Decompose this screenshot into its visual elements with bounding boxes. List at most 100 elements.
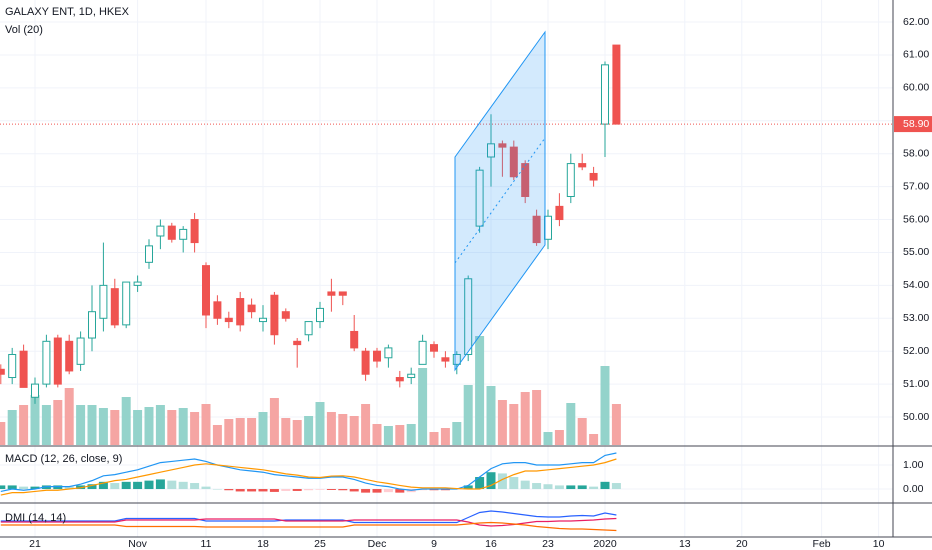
candle-body	[384, 347, 393, 359]
macd-histogram-bar	[611, 483, 621, 490]
candle-body	[509, 146, 518, 178]
candle-body	[544, 215, 552, 240]
candle-body	[133, 281, 142, 286]
x-tick-label: Nov	[128, 538, 147, 550]
volume-bar	[440, 428, 450, 445]
candle-body	[236, 298, 245, 326]
macd-histogram-bar	[19, 486, 29, 490]
candle-body	[304, 321, 313, 336]
volume-bar	[315, 402, 325, 445]
y-tick-label: 55.00	[903, 246, 929, 258]
volume-bar	[247, 418, 257, 445]
candle-body	[259, 317, 267, 323]
candle-body	[179, 228, 188, 240]
candle-body	[224, 317, 233, 323]
candle-body	[498, 143, 507, 148]
macd-histogram-bar	[110, 483, 120, 490]
candle-body	[373, 350, 381, 362]
candle-body	[0, 368, 5, 375]
macd-histogram-bar	[383, 489, 393, 493]
volume-bar	[463, 385, 473, 445]
macd-histogram-bar	[121, 481, 131, 490]
macd-histogram-bar	[577, 485, 587, 490]
candle-body	[441, 357, 450, 362]
macd-histogram-bar	[98, 481, 108, 490]
volume-bar	[532, 390, 542, 445]
x-tick-label: 10	[873, 538, 885, 550]
candle-body	[361, 350, 370, 375]
x-tick-label: 21	[29, 538, 41, 550]
volume-bar	[418, 368, 428, 445]
volume-bar	[349, 416, 359, 445]
candle-body	[316, 307, 324, 323]
macd-histogram-bar	[486, 472, 496, 490]
volume-bar	[554, 430, 564, 445]
macd-histogram-bar	[338, 489, 348, 491]
macd-histogram-bar	[133, 481, 143, 490]
candle-body	[31, 383, 39, 398]
y-tick-label: 50.00	[903, 411, 929, 423]
volume-bar	[110, 410, 120, 445]
macd-histogram-bar	[212, 489, 222, 490]
volume-bar	[53, 400, 63, 445]
volume-bar	[475, 336, 485, 445]
candle-body	[395, 377, 404, 382]
volume-bar	[292, 420, 302, 445]
candle-body	[350, 330, 359, 349]
candle-body	[452, 353, 461, 365]
macd-histogram-bar	[532, 483, 542, 490]
candle-body	[464, 278, 473, 355]
candle-body	[407, 373, 416, 379]
macd-histogram-bar	[53, 485, 63, 490]
volume-bar	[7, 410, 17, 445]
macd-histogram-bar	[281, 489, 291, 491]
candle-body	[532, 215, 541, 244]
candle-body	[167, 225, 176, 240]
macd-histogram-bar	[304, 489, 314, 491]
macd-histogram-bar	[600, 481, 610, 490]
candle-body	[213, 301, 222, 319]
volume-bar	[201, 404, 211, 445]
macd-histogram-bar	[475, 477, 485, 490]
volume-bar	[577, 418, 587, 445]
candle-body	[88, 311, 96, 339]
volume-bar	[167, 410, 177, 445]
candle-body	[555, 205, 564, 221]
volume-bar	[269, 398, 279, 445]
y-tick-label: 54.00	[903, 279, 929, 291]
macd-histogram-bar	[167, 480, 177, 490]
macd-histogram-bar	[566, 485, 576, 490]
candle-body	[521, 163, 530, 197]
candle-body	[8, 353, 17, 379]
macd-histogram-bar	[292, 489, 302, 491]
marks	[0, 44, 893, 532]
y-tick-label: 53.00	[903, 312, 929, 324]
y-tick-label: 1.00	[903, 459, 924, 471]
volume-bar	[589, 434, 599, 445]
volume-bar	[212, 425, 222, 445]
macd-histogram-bar	[497, 473, 507, 490]
volume-bar	[509, 404, 519, 445]
volume-bar	[98, 408, 108, 445]
macd-histogram-bar	[190, 483, 200, 490]
y-tick-label: 62.00	[903, 16, 929, 28]
candle-body	[122, 281, 131, 326]
macd-histogram-bar	[247, 489, 257, 492]
macd-histogram-bar	[349, 489, 359, 492]
channel-midline	[454, 137, 546, 264]
y-tick-label: 52.00	[903, 345, 929, 357]
volume-bar	[566, 403, 576, 445]
y-tick-label: 58.00	[903, 147, 929, 159]
macd-line	[0, 452, 617, 493]
candle-body	[19, 350, 28, 388]
volume-bar	[338, 414, 348, 445]
volume-bar	[224, 419, 234, 445]
macd-histogram-bar	[30, 486, 40, 490]
volume-bar	[41, 405, 51, 445]
y-tick-label: 56.00	[903, 213, 929, 225]
volume-bar	[406, 424, 416, 445]
macd-histogram-bar	[554, 485, 564, 490]
volume-bar	[372, 424, 382, 445]
y-tick-label: 61.00	[903, 49, 929, 61]
volume-bar	[520, 392, 530, 445]
